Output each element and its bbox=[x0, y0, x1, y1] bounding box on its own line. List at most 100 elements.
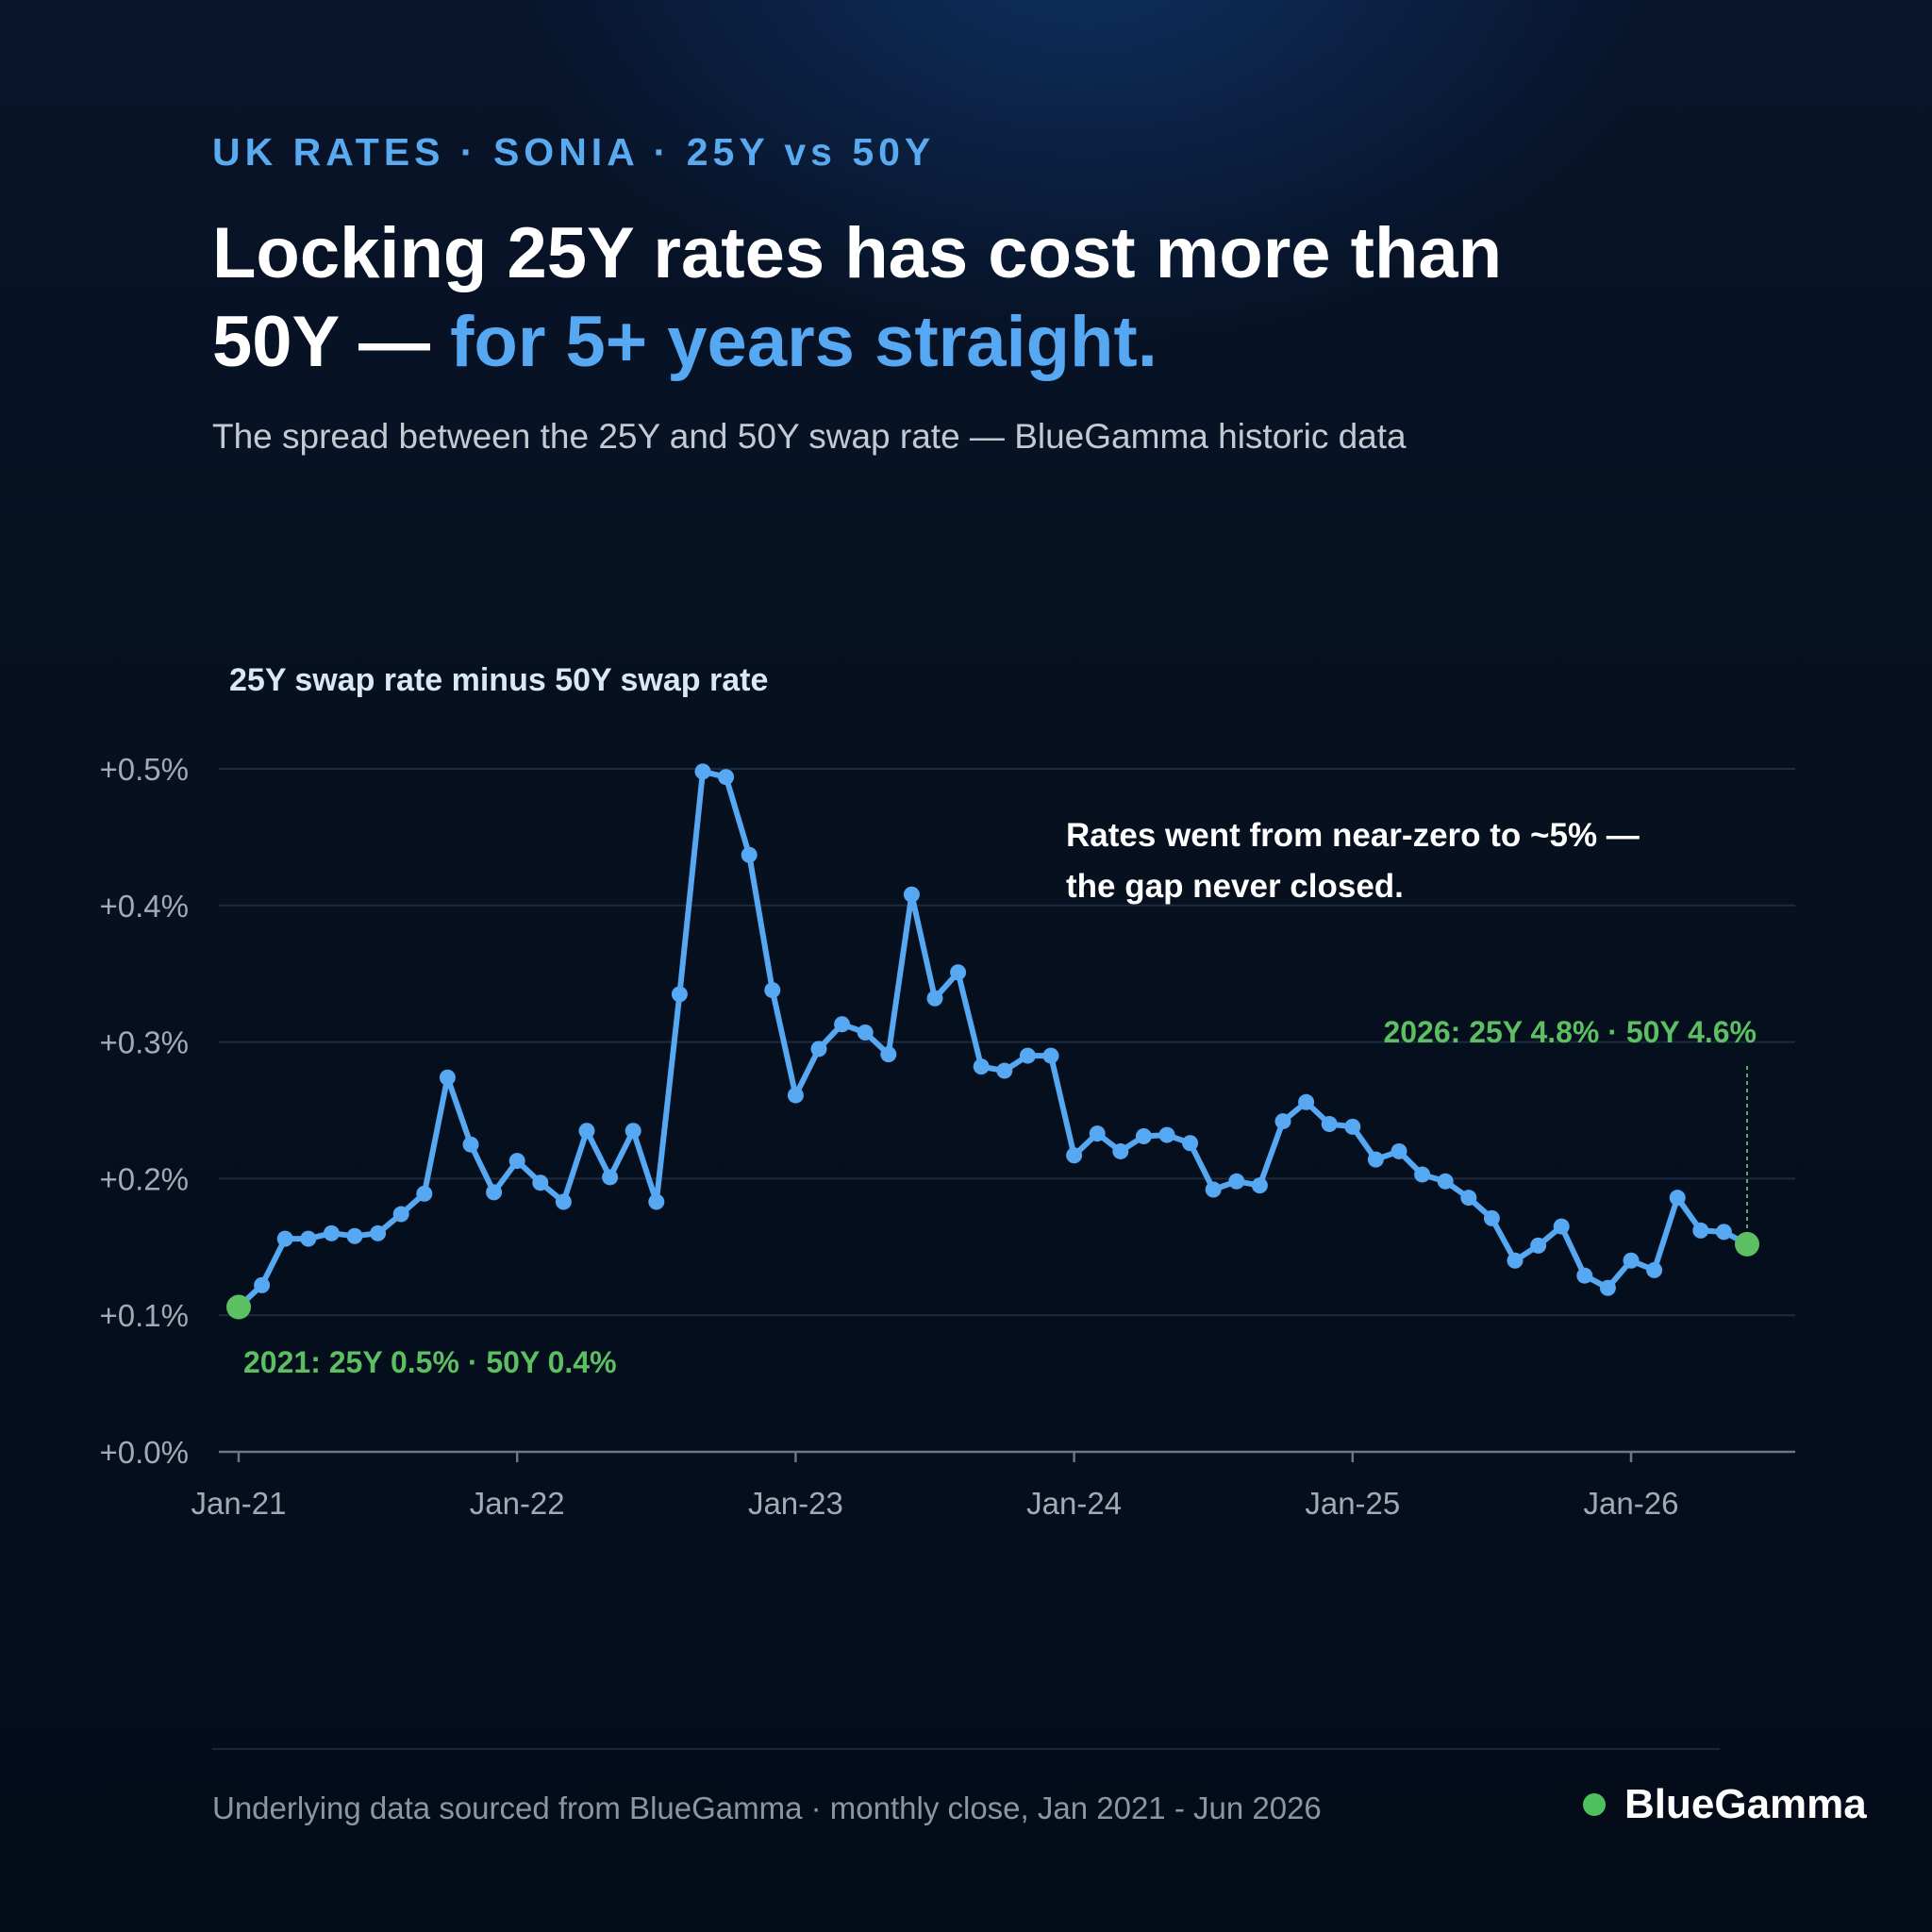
data-point bbox=[1205, 1181, 1222, 1198]
data-point bbox=[508, 1153, 525, 1170]
data-point bbox=[625, 1123, 641, 1140]
callout-line-2: the gap never closed. bbox=[1066, 868, 1404, 905]
data-point bbox=[1135, 1128, 1152, 1145]
footer-source-note: Underlying data sourced from BlueGamma ·… bbox=[212, 1790, 1322, 1825]
data-point bbox=[1228, 1173, 1245, 1190]
data-point bbox=[1344, 1118, 1361, 1135]
data-point bbox=[323, 1224, 340, 1241]
gridlines bbox=[219, 768, 1795, 1454]
data-point bbox=[1507, 1252, 1524, 1269]
data-point bbox=[1715, 1224, 1732, 1241]
data-point bbox=[1298, 1093, 1315, 1110]
headline-accent: for 5+ years straight. bbox=[450, 302, 1158, 382]
callout-line-1: Rates went from near-zero to ~5% — bbox=[1066, 817, 1640, 854]
data-point bbox=[996, 1062, 1013, 1079]
x-tick-label: Jan-24 bbox=[1026, 1486, 1122, 1521]
data-point bbox=[926, 990, 943, 1007]
y-tick-label: +0.1% bbox=[100, 1298, 190, 1333]
footer-divider bbox=[212, 1748, 1720, 1750]
data-point bbox=[1599, 1279, 1616, 1296]
start-annotation: 2021: 25Y 0.5% · 50Y 0.4% bbox=[243, 1345, 617, 1379]
data-point bbox=[1553, 1218, 1570, 1235]
endpoint-marker bbox=[226, 1294, 251, 1320]
x-tick-label: Jan-21 bbox=[192, 1486, 287, 1521]
data-point bbox=[903, 886, 920, 903]
data-point bbox=[1042, 1047, 1059, 1064]
x-tick-label: Jan-25 bbox=[1305, 1486, 1400, 1521]
y-tick-label: +0.4% bbox=[100, 889, 190, 924]
data-point bbox=[1692, 1222, 1709, 1239]
data-point bbox=[1112, 1142, 1129, 1159]
data-point bbox=[602, 1169, 619, 1186]
x-tick-label: Jan-26 bbox=[1584, 1486, 1679, 1521]
data-point bbox=[486, 1184, 503, 1201]
data-point bbox=[787, 1087, 804, 1104]
data-point bbox=[1483, 1209, 1500, 1226]
x-tick-label: Jan-22 bbox=[470, 1486, 565, 1521]
data-point bbox=[532, 1174, 549, 1191]
headline: Locking 25Y rates has cost more than 50Y… bbox=[212, 209, 1627, 387]
data-point bbox=[1274, 1113, 1291, 1130]
chart-title: 25Y swap rate minus 50Y swap rate bbox=[229, 662, 769, 698]
x-tick-label: Jan-23 bbox=[748, 1486, 843, 1521]
series-line bbox=[236, 768, 1750, 1310]
data-point bbox=[1646, 1261, 1663, 1278]
data-point bbox=[392, 1206, 409, 1223]
annotations: 2021: 25Y 0.5% · 50Y 0.4% 2026: 25Y 4.8% … bbox=[243, 817, 1757, 1379]
subtitle: The spread between the 25Y and 50Y swap … bbox=[212, 417, 1407, 456]
data-point bbox=[462, 1136, 479, 1153]
data-point bbox=[1530, 1237, 1547, 1254]
data-point bbox=[370, 1224, 387, 1241]
data-point bbox=[300, 1230, 317, 1247]
brand-logo: BlueGamma bbox=[1583, 1781, 1867, 1828]
end-annotation: 2026: 25Y 4.8% · 50Y 4.6% bbox=[1383, 1015, 1757, 1049]
data-point bbox=[1576, 1267, 1593, 1284]
data-point bbox=[1391, 1142, 1407, 1159]
data-point bbox=[810, 1041, 827, 1058]
y-tick-label: +0.5% bbox=[100, 752, 190, 787]
data-point bbox=[439, 1069, 456, 1086]
data-point bbox=[1321, 1115, 1338, 1132]
eyebrow-label: UK RATES · SONIA · 25Y vs 50Y bbox=[212, 130, 936, 174]
data-point bbox=[1437, 1173, 1454, 1190]
data-point bbox=[254, 1276, 271, 1293]
brand-name: BlueGamma bbox=[1624, 1781, 1867, 1827]
data-point bbox=[1251, 1177, 1268, 1194]
data-point bbox=[1669, 1190, 1686, 1207]
data-point bbox=[671, 986, 688, 1003]
data-point bbox=[555, 1193, 572, 1210]
series-25y-minus-50y bbox=[226, 763, 1759, 1320]
data-point bbox=[694, 763, 711, 780]
data-point bbox=[1367, 1151, 1384, 1168]
data-point bbox=[648, 1193, 665, 1210]
y-tick-label: +0.3% bbox=[100, 1025, 190, 1060]
data-point bbox=[764, 982, 781, 999]
data-point bbox=[1460, 1190, 1477, 1207]
data-point bbox=[718, 769, 735, 786]
data-point bbox=[416, 1185, 433, 1202]
y-axis-ticks: +0.0% +0.1% +0.2% +0.3% +0.4% +0.5% bbox=[100, 752, 190, 1470]
data-point bbox=[1414, 1166, 1431, 1183]
data-point bbox=[857, 1024, 874, 1041]
data-point bbox=[973, 1058, 990, 1075]
data-point bbox=[1158, 1126, 1175, 1143]
data-point bbox=[346, 1227, 363, 1244]
data-point bbox=[950, 964, 967, 981]
data-point bbox=[1089, 1125, 1106, 1142]
data-point bbox=[276, 1230, 293, 1247]
data-point bbox=[578, 1123, 595, 1140]
data-point bbox=[741, 846, 758, 863]
headline-main: Locking 25Y rates has cost more than 50Y… bbox=[212, 213, 1503, 382]
data-point bbox=[834, 1016, 851, 1033]
data-point bbox=[1623, 1252, 1640, 1269]
x-axis-ticks: Jan-21 Jan-22 Jan-23 Jan-24 Jan-25 Jan-26 bbox=[192, 1452, 1679, 1521]
endpoint-marker bbox=[1735, 1231, 1759, 1257]
data-point bbox=[1019, 1047, 1036, 1064]
y-tick-label: +0.0% bbox=[100, 1435, 190, 1470]
y-tick-label: +0.2% bbox=[100, 1161, 190, 1196]
data-point bbox=[880, 1046, 897, 1063]
brand-dot-icon bbox=[1583, 1793, 1606, 1816]
data-point bbox=[1066, 1147, 1083, 1164]
